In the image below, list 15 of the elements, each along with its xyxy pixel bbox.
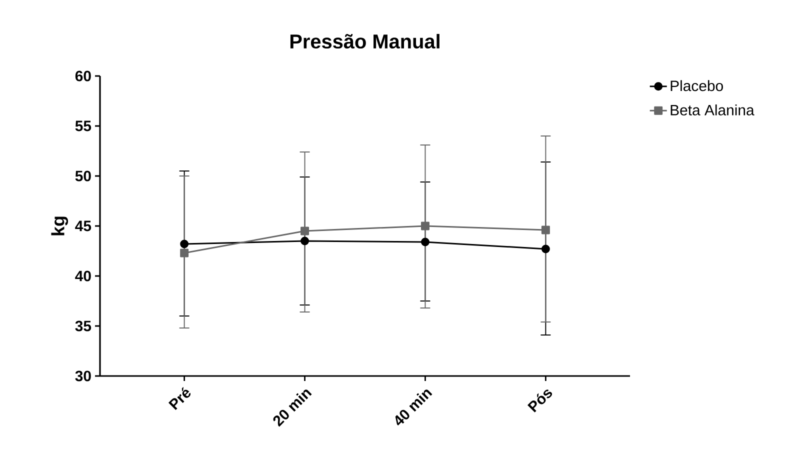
y-axis-title: kg	[51, 216, 68, 236]
x-tick-label: Pré	[168, 387, 191, 410]
y-tick-label: 30	[75, 370, 91, 382]
legend-label: Placebo	[670, 80, 723, 92]
y-tick-label: 50	[75, 170, 91, 182]
chart-title: Pressão Manual	[290, 34, 440, 49]
legend-label: Beta Alanina	[670, 104, 754, 116]
x-tick-label: 40 min	[395, 390, 432, 426]
y-tick-label: 60	[75, 70, 91, 82]
x-tick-label: Pós	[527, 390, 552, 412]
x-tick-label: 20 min	[273, 390, 312, 427]
y-tick-label: 40	[75, 270, 91, 282]
y-tick-label: 35	[75, 320, 92, 332]
y-tick-label: 45	[75, 220, 92, 232]
y-tick-label: 55	[75, 120, 92, 132]
